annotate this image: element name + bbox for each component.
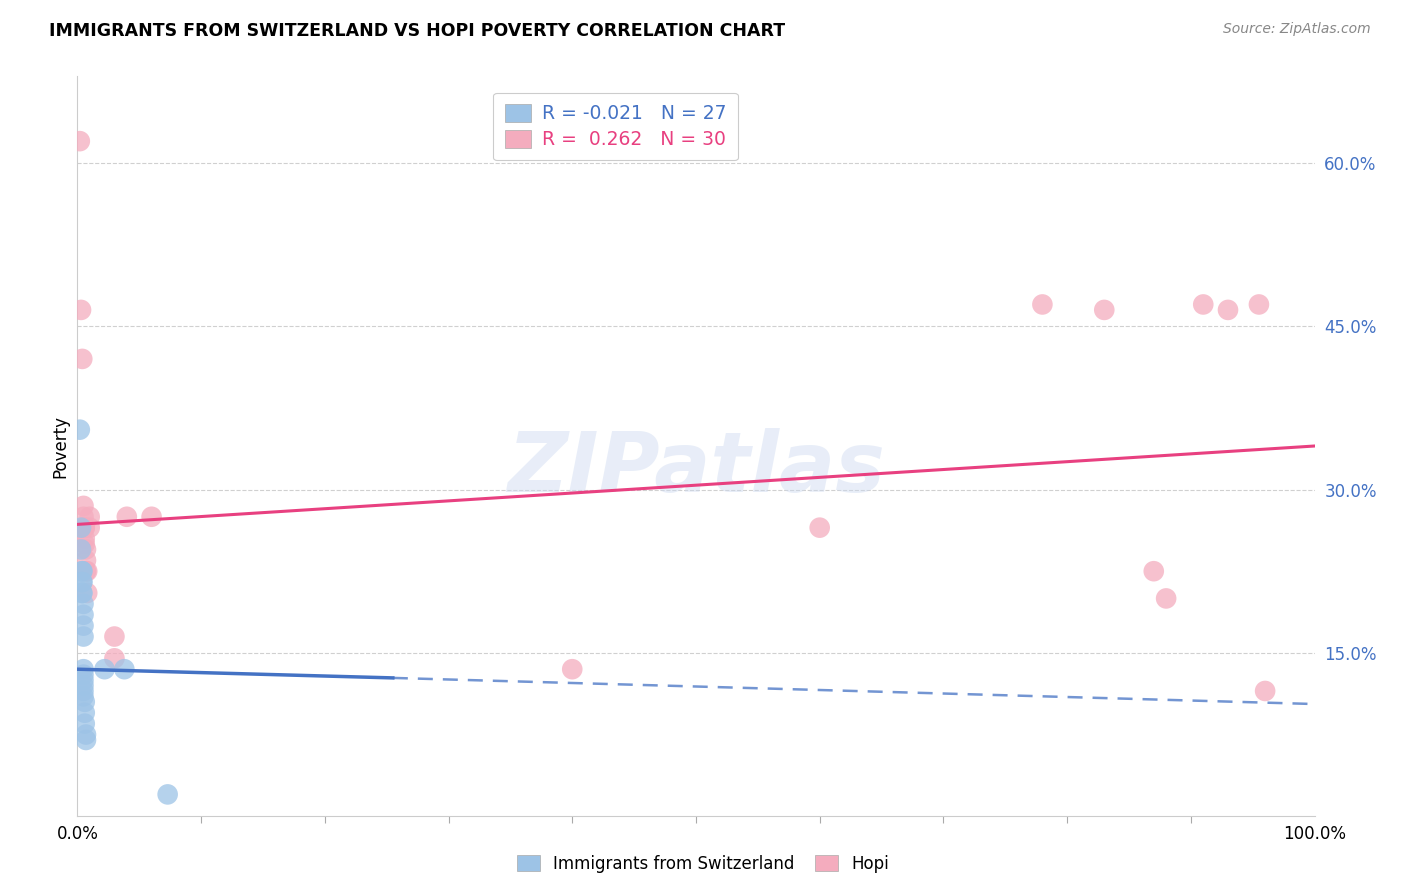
Point bbox=[72, 509, 94, 524]
Point bbox=[561, 662, 583, 676]
Text: IMMIGRANTS FROM SWITZERLAND VS HOPI POVERTY CORRELATION CHART: IMMIGRANTS FROM SWITZERLAND VS HOPI POVE… bbox=[49, 22, 786, 40]
Point bbox=[112, 662, 135, 676]
Legend: R = -0.021   N = 27, R =  0.262   N = 30: R = -0.021 N = 27, R = 0.262 N = 30 bbox=[494, 93, 738, 161]
Point bbox=[73, 537, 96, 551]
Point bbox=[69, 423, 91, 437]
Point bbox=[72, 690, 94, 704]
Point bbox=[75, 553, 97, 567]
Point bbox=[72, 575, 94, 590]
Point bbox=[141, 509, 163, 524]
Point bbox=[72, 351, 94, 366]
Point bbox=[73, 695, 96, 709]
Point bbox=[72, 662, 94, 676]
Point bbox=[75, 542, 97, 557]
Point bbox=[73, 706, 96, 720]
Point bbox=[79, 509, 101, 524]
Point bbox=[1092, 302, 1115, 317]
Point bbox=[1247, 297, 1270, 311]
Point bbox=[70, 542, 93, 557]
Point bbox=[75, 564, 97, 578]
Point bbox=[76, 564, 98, 578]
Text: ZIPatlas: ZIPatlas bbox=[508, 427, 884, 508]
Point bbox=[103, 651, 125, 665]
Point bbox=[76, 586, 98, 600]
Point bbox=[72, 667, 94, 681]
Point bbox=[79, 521, 101, 535]
Point bbox=[72, 586, 94, 600]
Point bbox=[103, 630, 125, 644]
Point bbox=[156, 788, 179, 802]
Point bbox=[72, 673, 94, 687]
Point bbox=[72, 586, 94, 600]
Point bbox=[75, 727, 97, 741]
Point bbox=[1254, 684, 1277, 698]
Y-axis label: Poverty: Poverty bbox=[51, 415, 69, 477]
Point bbox=[1154, 591, 1177, 606]
Point bbox=[1192, 297, 1215, 311]
Point bbox=[72, 499, 94, 513]
Point bbox=[1143, 564, 1166, 578]
Point bbox=[72, 597, 94, 611]
Point bbox=[808, 521, 831, 535]
Point bbox=[1216, 302, 1239, 317]
Point bbox=[93, 662, 115, 676]
Point bbox=[115, 509, 138, 524]
Point bbox=[73, 532, 96, 546]
Point bbox=[70, 521, 93, 535]
Point bbox=[73, 521, 96, 535]
Point bbox=[73, 521, 96, 535]
Legend: Immigrants from Switzerland, Hopi: Immigrants from Switzerland, Hopi bbox=[510, 848, 896, 880]
Point bbox=[69, 134, 91, 148]
Point bbox=[1031, 297, 1053, 311]
Point bbox=[72, 618, 94, 632]
Point bbox=[72, 607, 94, 622]
Point bbox=[72, 564, 94, 578]
Point bbox=[75, 733, 97, 747]
Point bbox=[72, 630, 94, 644]
Point bbox=[72, 679, 94, 693]
Point bbox=[70, 302, 93, 317]
Point bbox=[72, 575, 94, 590]
Point bbox=[72, 564, 94, 578]
Point bbox=[73, 716, 96, 731]
Point bbox=[72, 684, 94, 698]
Text: Source: ZipAtlas.com: Source: ZipAtlas.com bbox=[1223, 22, 1371, 37]
